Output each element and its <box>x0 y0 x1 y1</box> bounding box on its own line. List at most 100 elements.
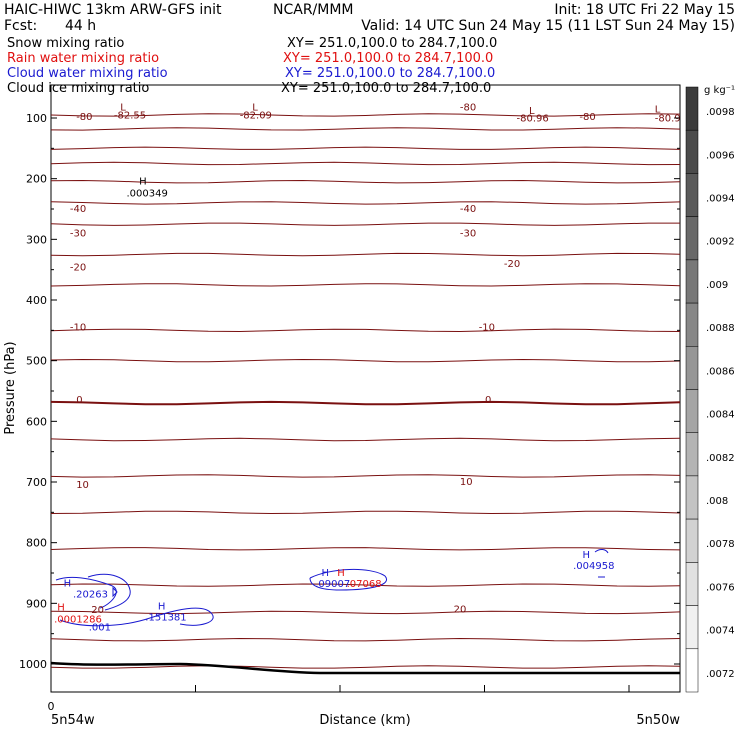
colorbar-label: .0092 <box>706 237 735 248</box>
isotherm-line <box>50 665 681 669</box>
colorbar-swatch <box>685 605 699 650</box>
contour-value-label: -20 <box>504 259 520 270</box>
extremum-mark: L <box>529 106 535 117</box>
model-title: HAIC-HIWC 13km ARW-GFS init <box>4 2 222 18</box>
y-tick-label: 1000 <box>19 658 47 671</box>
isotherm-line <box>50 547 681 551</box>
cloud-ice-xy: XY= 251.0,100.0 to 284.7,100.0 <box>281 81 491 96</box>
isotherm-line <box>50 252 681 257</box>
mixing-ratio-contours <box>50 549 680 675</box>
isotherm-line <box>50 328 681 333</box>
y-tick-label: 600 <box>26 415 47 428</box>
colorbar-swatch <box>685 346 699 390</box>
colorbar-label: .0096 <box>706 150 735 161</box>
isotherm-line <box>50 201 681 205</box>
valid-time: Valid: 14 UTC Sun 24 May 15 (11 LST Sun … <box>361 18 735 34</box>
colorbar-swatch <box>685 432 699 477</box>
contour-value-label: -80 <box>76 112 92 123</box>
y-tick-label: 500 <box>26 355 47 368</box>
isotherm-line <box>50 610 681 615</box>
colorbar-label: .0072 <box>706 669 735 680</box>
y-tick-label: 800 <box>26 537 47 550</box>
cloud-water-title: Cloud water mixing ratio <box>7 66 168 81</box>
cloud-water-xy: XY= 251.0,100.0 to 284.7,100.0 <box>285 66 495 81</box>
contour-value-label: -40 <box>70 204 86 215</box>
y-tick-label: 300 <box>26 233 47 246</box>
colorbar-swatch <box>685 259 699 304</box>
contour-value-label: .151381 <box>145 612 186 623</box>
contour-value-label: .20263 <box>73 589 108 600</box>
cloud-water-contour-small <box>112 586 118 598</box>
header: HAIC-HIWC 13km ARW-GFS init NCAR/MMM Ini… <box>4 2 735 34</box>
x-zero-label: 0 <box>48 700 55 713</box>
isotherm-line <box>50 358 681 363</box>
colorbar-label: .0088 <box>706 323 735 334</box>
contour-value-label: -80 <box>460 103 476 114</box>
surface-line <box>50 661 680 675</box>
colorbar-label: .009 <box>706 280 728 291</box>
colorbar-swatch <box>685 216 699 261</box>
organization-label: NCAR/MMM <box>273 2 354 18</box>
contour-value-label: .000349 <box>127 188 168 199</box>
colorbar-label: .008 <box>706 496 728 507</box>
colorbar-swatch <box>685 173 699 217</box>
y-tick-label: 200 <box>26 173 47 186</box>
contour-value-label: 0 <box>76 395 82 406</box>
isotherm-line <box>50 127 681 131</box>
x-axis-title: Distance (km) <box>319 713 410 728</box>
contour-value-label: -80.96 <box>517 114 549 125</box>
colorbar-swatch <box>685 562 699 606</box>
colorbar-label: .0078 <box>706 539 735 550</box>
isotherm-line <box>50 161 681 166</box>
contour-value-label: -40 <box>460 204 476 215</box>
contour-value-label: -80.9 <box>655 114 681 125</box>
snow-xy: XY= 251.0,100.0 to 284.7,100.0 <box>287 36 497 51</box>
contour-value-label: 20 <box>454 604 467 615</box>
colorbar-label: .0086 <box>706 366 735 377</box>
contour-value-label: 20 <box>91 605 104 616</box>
fcst-label: Fcst: <box>4 18 37 34</box>
extremum-mark: L <box>120 103 126 114</box>
colorbar-label: .0082 <box>706 453 735 464</box>
cloud-water-contour-lower <box>59 607 214 627</box>
colorbar-label: .0084 <box>706 410 735 421</box>
colorbar-swatch <box>685 648 699 693</box>
isotherm-line <box>50 146 681 150</box>
contour-value-label: 10 <box>460 477 473 488</box>
rain-title: Rain water mixing ratio <box>7 51 159 66</box>
x-left-label: 5n54w <box>51 713 95 728</box>
extremum-mark: H <box>337 568 345 579</box>
cloud-water-contour-center <box>309 568 388 591</box>
plot-frame <box>50 84 681 693</box>
cloud-water-contour-left-outer <box>87 573 131 611</box>
x-right-label: 5n50w <box>636 713 680 728</box>
extremum-mark: L <box>252 103 258 114</box>
contour-labels: -80 -82.55 -82.09 -80 -80.96 -80 -80.9 .000349 -… <box>54 103 681 634</box>
contour-value-label: -82.55 <box>114 111 146 122</box>
y-axis-title: Pressure (hPa) <box>3 341 18 434</box>
isotherm-line <box>50 474 681 478</box>
colorbar-swatch <box>685 475 699 520</box>
cloud-water-contour-left <box>55 577 117 609</box>
isotherm-line <box>50 437 681 442</box>
colorbar-swatch <box>685 518 699 563</box>
isotherm-line <box>50 637 681 642</box>
contour-value-label: -30 <box>460 228 476 239</box>
colorbar-swatch <box>685 86 699 131</box>
contour-value-label: -20 <box>70 262 86 273</box>
y-tick-label: 700 <box>26 476 47 489</box>
isotherm-line <box>50 400 681 406</box>
y-tick-label: 400 <box>26 294 47 307</box>
colorbar-label: .0076 <box>706 582 735 593</box>
isotherm-contours <box>50 113 681 669</box>
colorbar-swatch <box>685 129 699 174</box>
contour-value-label: -82.09 <box>240 111 272 122</box>
x-axis <box>50 685 630 692</box>
isotherm-line <box>50 510 681 515</box>
cloud-ice-title: Cloud ice mixing ratio <box>7 81 149 96</box>
isotherm-line <box>50 179 681 184</box>
contour-value-label: -10 <box>70 322 86 333</box>
colorbar-swatch <box>685 302 699 347</box>
